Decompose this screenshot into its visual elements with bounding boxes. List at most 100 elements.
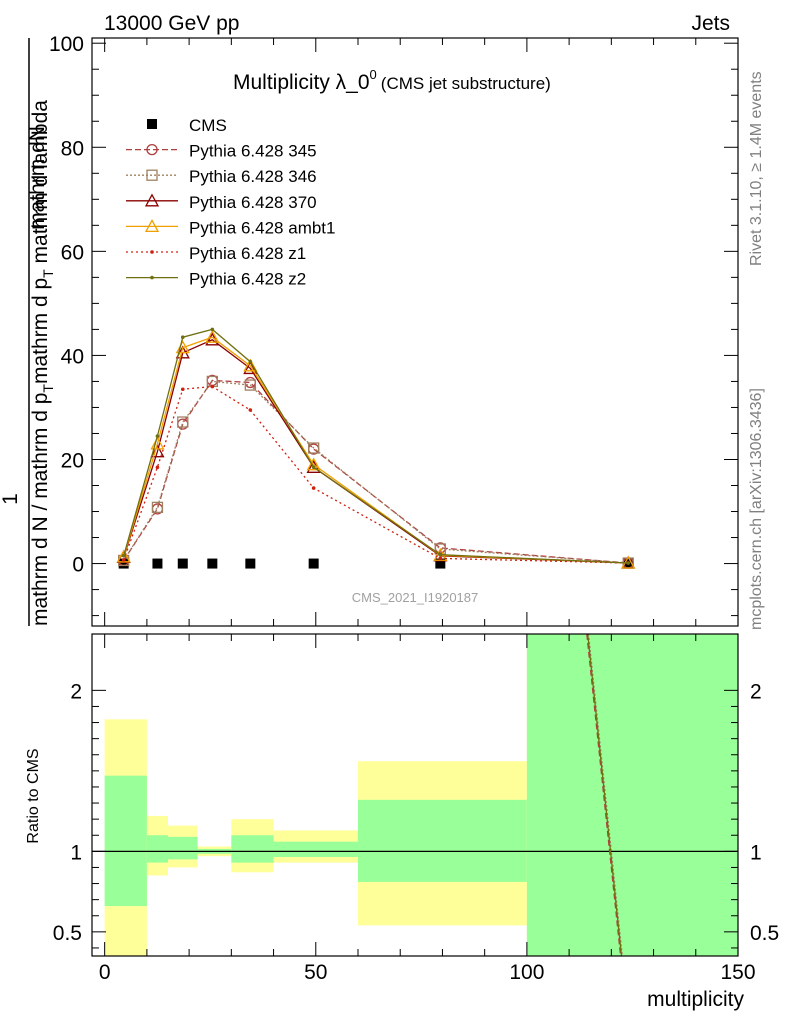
legend-marker bbox=[147, 119, 157, 129]
ratio-ytick-label: 1 bbox=[70, 841, 82, 864]
legend-marker bbox=[150, 275, 154, 280]
ylabel-den-sub-2: T bbox=[40, 269, 56, 278]
series-point bbox=[116, 549, 131, 563]
legend: CMS Pythia 6.428 345 Pythia 6.428 346 Pythi… bbox=[126, 116, 335, 289]
ylabel-den-part-1: mathrm d N / mathrm d p bbox=[29, 393, 52, 626]
legend-marker bbox=[144, 193, 160, 207]
series-line bbox=[123, 379, 629, 564]
legend-label: Pythia 6.428 ambt1 bbox=[189, 218, 335, 237]
main-ytick-label: 100 bbox=[49, 33, 84, 56]
series-point bbox=[152, 558, 163, 569]
series-line bbox=[123, 380, 629, 564]
series-line bbox=[123, 328, 629, 564]
chart-title-sup: 0 bbox=[370, 67, 377, 82]
ratio-ytick-label: 0.5 bbox=[53, 922, 82, 945]
series-point bbox=[155, 465, 160, 470]
series-point bbox=[626, 561, 631, 565]
ratio-ytick-label-right: 2 bbox=[750, 680, 762, 703]
ratio-band-inner bbox=[168, 836, 198, 860]
legend-marker bbox=[146, 169, 158, 181]
ratio-band-inner bbox=[104, 775, 147, 907]
series-point bbox=[150, 436, 165, 450]
main-series-layer bbox=[116, 327, 636, 569]
ratio-xtick-label: 0 bbox=[99, 961, 111, 984]
ylabel-den-part-3: mathrm d lambda bbox=[29, 100, 52, 270]
ratio-xtick-label: 100 bbox=[509, 961, 544, 984]
main-plot-panel: CMS_2021_I1920187 Multiplicity λ_00 (CMS … bbox=[49, 33, 739, 627]
series-line bbox=[123, 385, 629, 564]
series-point bbox=[210, 384, 215, 389]
mcplots-label: mcplots.cern.ch [arXiv:1306.3436] bbox=[748, 388, 765, 630]
ylabel-denominator: mathrm d N / mathrm d pTmathrm d pT math… bbox=[29, 100, 56, 626]
series-point bbox=[177, 558, 188, 569]
series-point bbox=[151, 501, 164, 514]
series-point bbox=[121, 558, 126, 562]
ylabel-den-part-2: mathrm d p bbox=[29, 278, 52, 384]
series-point bbox=[207, 558, 218, 569]
ratio-ytick-label-right: 1 bbox=[750, 841, 762, 864]
series-6 bbox=[121, 327, 631, 565]
main-axes: 0 20 40 60 80 100 bbox=[49, 33, 739, 626]
chart-watermark: CMS_2021_I1920187 bbox=[352, 590, 479, 605]
main-ylabel: 1 mathrm dN mathrm d N / mathrm d pTmath… bbox=[0, 38, 56, 626]
legend-marker bbox=[150, 250, 154, 254]
legend-item: Pythia 6.428 z2 bbox=[126, 270, 306, 289]
series-4 bbox=[116, 329, 636, 569]
ratio-xtick-label: 150 bbox=[720, 961, 755, 984]
series-point bbox=[248, 408, 253, 412]
main-frame bbox=[91, 37, 739, 627]
series-line bbox=[123, 336, 629, 564]
ratio-axes: 0.5 0.5 1 1 2 2 0 50 100 150 bbox=[53, 634, 779, 984]
legend-label: Pythia 6.428 346 bbox=[189, 167, 317, 186]
series-2 bbox=[118, 375, 634, 569]
legend-label: Pythia 6.428 z1 bbox=[189, 244, 306, 263]
rivet-label: Rivet 3.1.10, ≥ 1.4M events bbox=[748, 71, 765, 266]
energy-label: 13000 GeV pp bbox=[104, 12, 239, 35]
series-point bbox=[121, 553, 126, 558]
main-ytick-label: 80 bbox=[61, 137, 84, 160]
series-point bbox=[308, 558, 319, 569]
legend-item: Pythia 6.428 346 bbox=[126, 167, 317, 186]
ratio-band-inner bbox=[231, 835, 274, 863]
series-point bbox=[155, 434, 160, 438]
ratio-series-line bbox=[587, 633, 623, 957]
series-5 bbox=[121, 384, 631, 565]
chart-title-main: Multiplicity λ_0 bbox=[233, 71, 370, 94]
ratio-ytick-label: 2 bbox=[70, 680, 82, 703]
series-point bbox=[210, 327, 215, 332]
ylabel-top: 1 bbox=[0, 493, 22, 505]
series-point bbox=[243, 358, 258, 372]
chart-title: Multiplicity λ_00 (CMS jet substructure) bbox=[233, 67, 551, 94]
series-point bbox=[308, 442, 320, 454]
legend-item: Pythia 6.428 370 bbox=[126, 193, 317, 212]
main-ytick-label: 20 bbox=[61, 449, 84, 472]
ratio-series-line bbox=[587, 633, 623, 957]
ylabel-numerator: mathrm dN bbox=[26, 126, 49, 230]
x-axis-label: multiplicity bbox=[647, 988, 744, 1011]
ratio-bands-layer bbox=[92, 634, 738, 956]
legend-item: Pythia 6.428 345 bbox=[126, 142, 317, 161]
legend-marker bbox=[144, 219, 160, 233]
series-point bbox=[311, 486, 316, 490]
series-point bbox=[244, 379, 256, 391]
ratio-plot-panel: 0.5 0.5 1 1 2 2 0 50 100 150 bbox=[53, 633, 779, 984]
series-line bbox=[123, 339, 629, 564]
ratio-ylabel: Ratio to CMS bbox=[25, 748, 42, 843]
series-3 bbox=[116, 332, 636, 569]
ratio-frame bbox=[91, 633, 739, 957]
chart-title-sub: (CMS jet substructure) bbox=[381, 74, 551, 93]
main-ytick-label: 0 bbox=[72, 554, 84, 577]
ylabel-den-sub-1: T bbox=[40, 384, 56, 393]
series-point bbox=[435, 558, 446, 569]
legend-item: Pythia 6.428 z1 bbox=[126, 244, 306, 263]
legend-label: CMS bbox=[189, 116, 227, 135]
series-point bbox=[311, 465, 316, 470]
ratio-ytick-label-right: 0.5 bbox=[750, 922, 779, 945]
main-ytick-label: 60 bbox=[61, 241, 84, 264]
series-point bbox=[245, 558, 256, 569]
series-point bbox=[248, 359, 253, 364]
series-point bbox=[150, 444, 165, 458]
ratio-xtick-label: 50 bbox=[304, 961, 327, 984]
